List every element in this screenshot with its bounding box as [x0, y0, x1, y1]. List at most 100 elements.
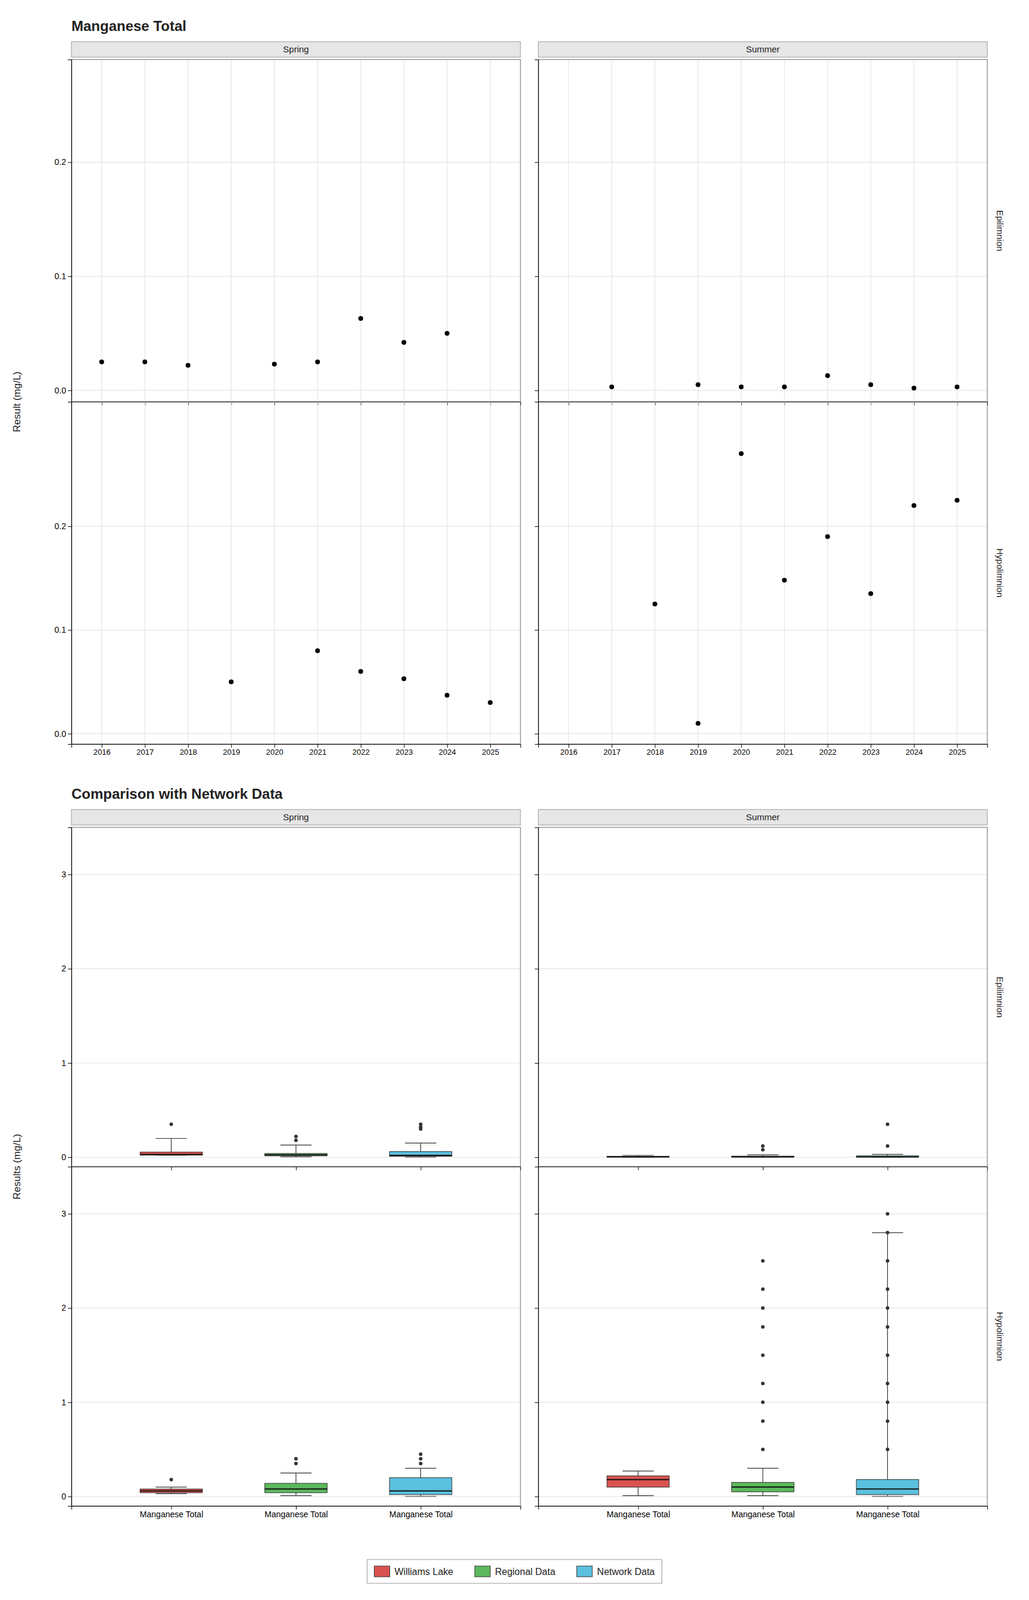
y-tick-label: 1 [61, 1398, 67, 1408]
cap-high [747, 1468, 779, 1470]
x-axis-line [538, 402, 988, 407]
x-tick: Manganese Total [856, 1506, 920, 1520]
x-tick: 2018 [646, 744, 664, 757]
x-axis: Manganese TotalManganese TotalManganese … [72, 1506, 522, 1520]
x-tick-mark [762, 1167, 764, 1171]
scatter-point [487, 700, 493, 706]
flier [761, 1401, 765, 1405]
y-axis: 0123 [61, 828, 72, 1168]
flier [885, 1288, 890, 1292]
box-group [856, 1212, 919, 1498]
y-axis-line [67, 60, 73, 403]
x-tick-mark [827, 744, 829, 748]
y-tick-label: 0 [61, 1492, 67, 1502]
grid-line [71, 276, 521, 277]
median [606, 1156, 670, 1158]
panel: 0.00.10.2Spring [54, 41, 522, 406]
x-tick-label: Manganese Total [606, 1510, 670, 1520]
x-axis-line [72, 402, 522, 407]
marks [606, 1123, 919, 1158]
grid-line [71, 390, 521, 391]
flier [885, 1354, 890, 1358]
x-tick-mark [638, 1167, 639, 1171]
cap-high [871, 1154, 903, 1156]
box-group [389, 1123, 452, 1158]
cap-low [155, 1494, 187, 1495]
y-tick-label: 0.2 [54, 157, 67, 167]
x-axis: Manganese Total Manganese Total Manganese … [538, 1506, 988, 1520]
y-tick-label: 0.2 [54, 521, 67, 532]
y-tick [534, 162, 539, 164]
x-axis-line [538, 744, 988, 749]
y-tick: 0.1 [54, 271, 72, 282]
scatter-point [185, 363, 191, 369]
column-strip [71, 809, 521, 826]
y-axis [534, 60, 539, 403]
x-tick-mark [144, 744, 146, 748]
y-tick [534, 734, 539, 735]
x-tick: 2022 [819, 744, 837, 757]
grid-line [71, 630, 521, 631]
cap-high [622, 1471, 654, 1473]
whisker-high [420, 1469, 422, 1479]
grid-line [827, 59, 828, 402]
grid-line [490, 401, 491, 745]
x-tick-label: Manganese Total [731, 1510, 795, 1520]
y-tick [534, 1308, 539, 1310]
panel-frame [71, 401, 521, 745]
scatter-point [609, 384, 614, 390]
y-tick: 1 [61, 1398, 72, 1408]
panel: 2016201720182019202020212022202320242025… [534, 401, 1006, 757]
grid-line [71, 1157, 521, 1159]
y-tick-mark [534, 1402, 539, 1404]
grid-line [317, 401, 318, 745]
y-tick [534, 276, 539, 277]
x-tick-label: 2019 [689, 747, 707, 757]
y-tick-mark [534, 1157, 539, 1159]
x-tick: 2019 [222, 744, 240, 757]
grid-line [568, 59, 569, 402]
y-axis-line [534, 1167, 539, 1508]
x-tick-label: 2023 [862, 747, 880, 757]
y-tick-label: 0.0 [54, 729, 67, 739]
grid-x [101, 401, 491, 745]
x-tick-label: 2025 [481, 747, 500, 757]
x-tick: 2024 [905, 744, 924, 757]
y-tick-mark [67, 526, 72, 528]
grid-x [568, 401, 958, 745]
whisker-high [295, 1145, 296, 1155]
y-tick-mark [534, 162, 539, 164]
median [139, 1154, 203, 1156]
scatter-point [781, 384, 787, 390]
x-tick: 2025 [948, 744, 966, 757]
x-tick-label: Manganese Total [264, 1510, 328, 1520]
x-tick-mark [697, 744, 699, 748]
y-tick [534, 1497, 539, 1498]
grid-line [403, 401, 405, 745]
grid-line [71, 526, 521, 528]
grid-line [187, 59, 189, 402]
y-tick-mark [534, 276, 539, 277]
x-tick-label: 2023 [395, 747, 413, 757]
box [389, 1152, 452, 1158]
grid-y [538, 162, 988, 391]
grid-line [538, 1497, 988, 1498]
flier [418, 1457, 423, 1462]
x-tick: 2020 [266, 744, 284, 757]
panel: 2016201720182019202020212022202320242025… [54, 401, 522, 757]
x-tick-label: 2021 [309, 747, 327, 757]
grid-x [568, 59, 958, 402]
box-group [139, 1478, 203, 1495]
x-tick-mark [420, 1167, 422, 1171]
x-tick-label: 2016 [560, 747, 578, 757]
cap-low [871, 1496, 903, 1498]
y-tick-mark [67, 1308, 72, 1310]
box [856, 1156, 919, 1158]
median [389, 1491, 452, 1493]
grid-line [538, 526, 988, 528]
whisker-high [295, 1473, 296, 1484]
scatter-point [358, 669, 364, 675]
y-tick: 2 [61, 964, 72, 974]
flier [761, 1144, 765, 1149]
y-tick: 0 [61, 1492, 72, 1502]
